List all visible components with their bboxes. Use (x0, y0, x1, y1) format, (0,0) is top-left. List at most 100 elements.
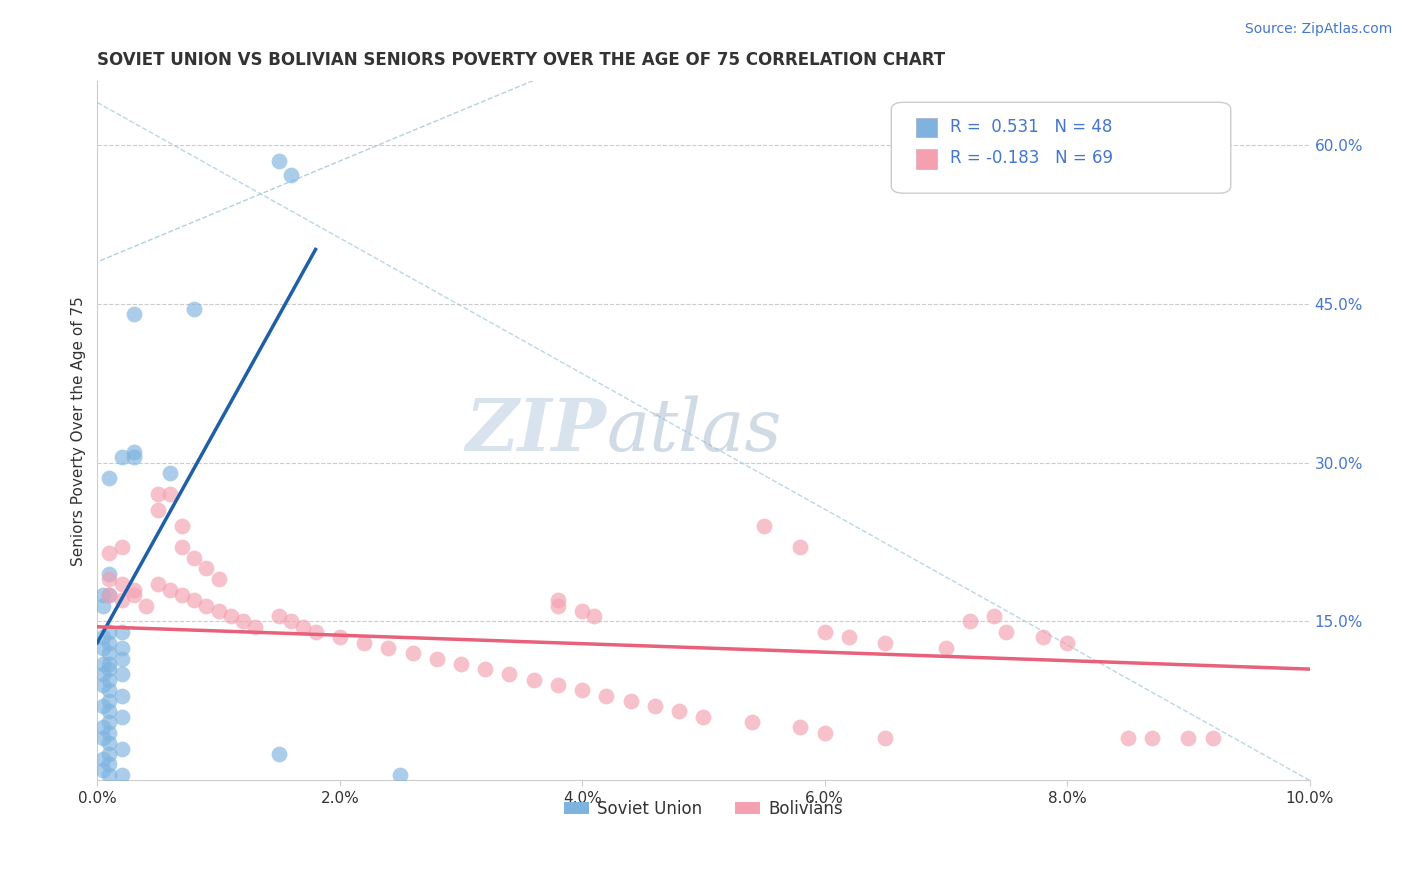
Point (401, 646, 423, 660)
Point (93, 640, 115, 655)
Point (620, 694, 643, 708)
Point (93, 699, 115, 714)
Point (98, 588, 121, 602)
Point (280, 168, 302, 182)
Point (1201, 731, 1223, 745)
Point (93, 630, 115, 644)
Y-axis label: Seniors Poverty Over the Age of 75: Seniors Poverty Over the Age of 75 (72, 296, 86, 566)
Point (450, 657, 472, 671)
Point (98, 646, 121, 660)
Point (98, 588, 121, 602)
FancyBboxPatch shape (915, 118, 938, 137)
Point (98, 572, 121, 586)
Point (1056, 635, 1078, 649)
Point (98, 566, 121, 581)
Point (93, 678, 115, 692)
Point (98, 736, 121, 750)
Point (207, 604, 229, 618)
Text: Source: ZipAtlas.com: Source: ZipAtlas.com (1244, 22, 1392, 37)
Point (523, 673, 546, 687)
Point (269, 153, 291, 168)
Point (583, 609, 606, 624)
Point (329, 630, 352, 644)
Point (98, 768, 121, 782)
Point (110, 577, 132, 591)
Point (1116, 731, 1139, 745)
Point (838, 630, 860, 644)
Point (232, 615, 254, 629)
Point (389, 768, 412, 782)
Text: R =  0.531   N = 48: R = 0.531 N = 48 (949, 118, 1112, 136)
Point (292, 620, 315, 634)
Legend: Soviet Union, Bolivians: Soviet Union, Bolivians (557, 793, 851, 824)
Point (159, 466, 181, 480)
Point (98, 673, 121, 687)
Text: SOVIET UNION VS BOLIVIAN SENIORS POVERTY OVER THE AGE OF 75 CORRELATION CHART: SOVIET UNION VS BOLIVIAN SENIORS POVERTY… (97, 51, 945, 69)
Point (547, 593, 569, 607)
Point (183, 301, 205, 316)
Point (183, 593, 205, 607)
Text: R = -0.183   N = 69: R = -0.183 N = 69 (949, 149, 1112, 167)
Point (98, 546, 121, 560)
Point (98, 471, 121, 485)
Text: ZIP: ZIP (465, 395, 606, 467)
Point (571, 683, 593, 698)
Point (195, 561, 218, 575)
Point (98, 657, 121, 671)
Point (1032, 630, 1054, 644)
Point (98, 705, 121, 719)
Point (498, 667, 520, 681)
Point (547, 678, 569, 692)
Point (789, 541, 811, 555)
Point (935, 640, 957, 655)
Point (98, 635, 121, 649)
Point (995, 625, 1018, 640)
Point (183, 550, 205, 565)
FancyBboxPatch shape (915, 149, 938, 169)
Point (93, 599, 115, 613)
Point (110, 710, 132, 724)
Point (93, 752, 115, 766)
Point (741, 714, 763, 729)
Point (875, 731, 897, 745)
Point (269, 747, 291, 761)
Point (135, 599, 157, 613)
Point (353, 635, 375, 649)
Point (98, 662, 121, 676)
Point (172, 541, 194, 555)
Point (814, 725, 837, 739)
Point (668, 705, 690, 719)
Point (122, 450, 145, 465)
Point (1140, 731, 1163, 745)
Point (172, 519, 194, 533)
FancyBboxPatch shape (891, 103, 1230, 194)
Point (93, 763, 115, 777)
Point (93, 731, 115, 745)
Point (983, 609, 1005, 624)
Point (1177, 731, 1199, 745)
Point (207, 572, 229, 586)
Point (122, 307, 145, 321)
Point (219, 609, 242, 624)
Text: atlas: atlas (606, 395, 782, 467)
Point (98, 714, 121, 729)
Point (122, 588, 145, 602)
Point (172, 588, 194, 602)
Point (110, 640, 132, 655)
Point (269, 609, 291, 624)
Point (159, 487, 181, 501)
Point (93, 588, 115, 602)
Point (959, 615, 981, 629)
Point (110, 450, 132, 465)
Point (98, 694, 121, 708)
Point (571, 604, 593, 618)
Point (243, 620, 266, 634)
Point (595, 689, 617, 703)
Point (110, 651, 132, 665)
Point (98, 683, 121, 698)
Point (280, 615, 302, 629)
Point (146, 487, 169, 501)
Point (93, 667, 115, 681)
Point (752, 519, 775, 533)
Point (110, 667, 132, 681)
